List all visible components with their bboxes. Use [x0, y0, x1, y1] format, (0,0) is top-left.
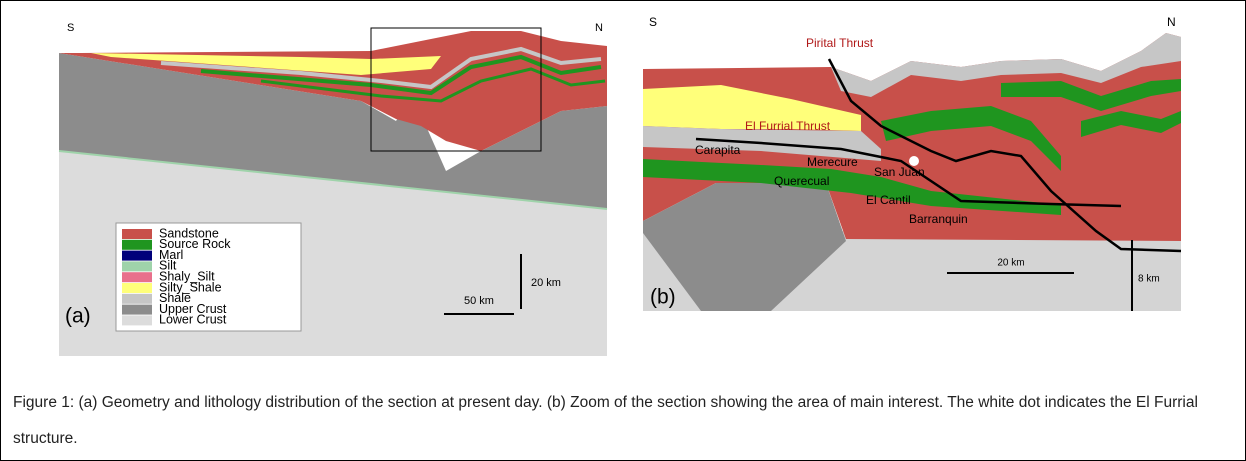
legend-swatch: [122, 239, 152, 250]
direction-label: S: [67, 22, 74, 34]
legend-swatch: [122, 304, 152, 315]
legend-label: Shale: [159, 291, 191, 305]
legend-swatch: [122, 293, 152, 304]
direction-label: N: [1167, 15, 1176, 29]
legend-swatch: [122, 261, 152, 272]
pirital-thrust-line: [827, 58, 1182, 253]
source-rock-band: [260, 67, 606, 103]
thrust-label: Pirital Thrust: [806, 36, 874, 50]
scale-label: 20 km: [997, 258, 1024, 269]
legend-swatch: [122, 315, 152, 326]
source-rock-band: [881, 106, 1061, 171]
scale-label: 50 km: [464, 295, 494, 307]
source-rock-band: [1081, 111, 1181, 137]
formation-label: Querecual: [774, 174, 829, 188]
shale-band: [160, 46, 602, 90]
legend-label: Upper Crust: [159, 302, 227, 316]
upper-crust: [59, 53, 607, 209]
scale-label: 8 km: [1138, 274, 1160, 285]
direction-label: S: [649, 15, 657, 29]
legend-label: Source Rock: [159, 237, 231, 251]
legend-label: Silt: [159, 259, 177, 273]
legend-label: Silty_Shale: [159, 280, 222, 294]
formation-label: Merecure: [807, 155, 858, 169]
silty-shale-layer: [91, 53, 441, 75]
legend-swatch: [122, 283, 152, 293]
formation-label: El Cantil: [866, 193, 911, 207]
zoom-box: [370, 27, 542, 152]
el-furrial-thrust-line: [695, 137, 1122, 208]
legend-swatch: [122, 229, 152, 239]
panel-tag: (b): [650, 286, 676, 309]
crust-boundary: [58, 150, 608, 210]
legend-label: Shaly_Silt: [159, 269, 215, 283]
scale-label: 20 km: [531, 277, 561, 289]
legend-swatch: [122, 272, 152, 283]
silty-shale-layer: [643, 85, 861, 131]
legend-label: Marl: [159, 248, 183, 262]
thrust-label: El Furrial Thrust: [745, 119, 831, 133]
source-rock-band: [1001, 79, 1181, 111]
figure-caption: Figure 1: (a) Geometry and lithology dis…: [13, 394, 1198, 447]
source-rock-band: [643, 159, 1061, 215]
el-furrial-dot: [909, 156, 919, 166]
panel-b: S N Pirital Thrust El Furrial Thrust Car…: [643, 15, 1182, 311]
upper-crust: [643, 183, 846, 311]
legend-swatch: [122, 250, 152, 261]
shale-band: [831, 33, 1181, 97]
legend-label: Sandstone: [159, 226, 219, 240]
formation-label: San Juan: [874, 165, 925, 179]
formation-label: Barranquin: [909, 212, 968, 226]
legend-label: Lower Crust: [159, 313, 227, 327]
formation-label: Carapita: [695, 143, 741, 157]
panel-tag: (a): [65, 305, 91, 328]
direction-label: N: [595, 22, 603, 34]
